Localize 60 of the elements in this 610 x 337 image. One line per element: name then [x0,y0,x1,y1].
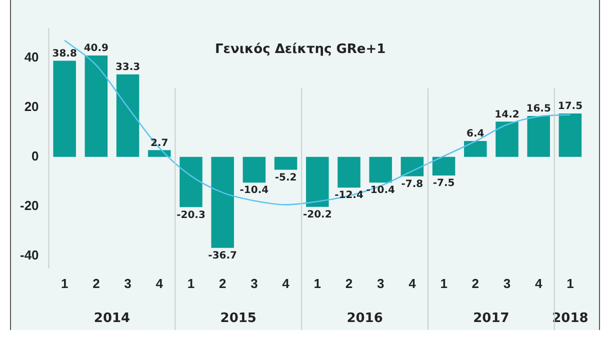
x-tick-label: 3 [124,276,132,291]
y-tick-label: 40 [24,49,39,64]
bar [211,156,234,248]
bar [400,156,424,176]
data-label: -36.7 [208,250,238,262]
text: Γενικός Δείκτης GRe+1 [215,42,386,57]
x-tick-label: 1 [60,276,68,291]
x-tick-label: 3 [250,276,258,291]
y-tick-label: -40 [20,248,39,263]
bar [527,116,550,157]
bar [432,156,456,176]
x-tick-label: 1 [440,276,448,291]
bar [242,156,266,183]
x-tick-label: 2 [472,276,480,291]
x-tick-label: 3 [376,276,384,291]
bar [180,156,202,208]
text: 2017 [473,310,510,326]
x-tick-label: 3 [503,276,511,291]
x-tick-label: 1 [187,276,195,291]
data-label: -7.5 [432,178,455,190]
bar [338,156,360,188]
text: 2018 [552,310,588,326]
bar [116,74,140,157]
x-tick-label: 4 [534,276,543,291]
data-label: -20.2 [302,210,332,221]
bar [274,156,298,170]
x-tick-label: 4 [408,276,417,291]
x-tick-label: 2 [92,276,100,291]
y-tick-label: -20 [20,198,39,214]
y-tick-label: 20 [24,98,39,114]
bar [84,56,108,157]
bar [148,150,171,157]
data-label: -10.4 [366,185,396,196]
data-label: -20.3 [176,210,206,221]
data-label: 17.5 [558,101,583,112]
x-tick-label: 1 [566,276,574,291]
x-tick-label: 4 [156,276,164,291]
bar [369,156,392,183]
x-tick-label: 2 [345,276,353,291]
bar [558,114,582,157]
data-label: 14.2 [494,109,520,120]
bar [496,122,518,157]
x-tick-label: 2 [218,276,226,291]
y-tick-label: 0 [32,148,39,164]
data-label: 33.3 [115,62,140,73]
data-label: 6.4 [466,128,484,140]
text: 2016 [346,310,383,326]
bar [464,141,487,157]
data-label: -10.4 [240,185,269,196]
text: 2014 [94,310,130,326]
x-tick-label: 4 [282,276,290,291]
bar [306,156,329,207]
data-label: 40.9 [84,43,109,54]
text: 2015 [220,310,256,326]
x-tick-label: 1 [314,276,322,291]
data-label: -5.2 [274,172,297,184]
bar [53,60,76,157]
data-label: 38.8 [52,48,77,60]
data-label: 16.5 [526,104,551,115]
data-label: -7.8 [401,178,424,190]
